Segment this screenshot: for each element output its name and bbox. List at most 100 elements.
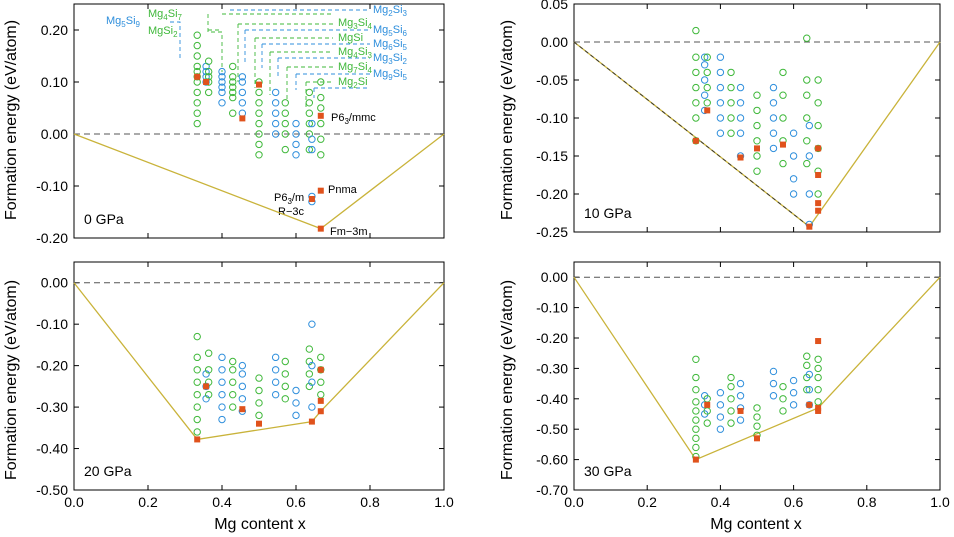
y-tick-label: -0.50 [36, 482, 68, 498]
panel-3: -0.70 -0.60 -0.50 -0.40 -0.30 -0.20 -0.10 0.00 0… [536, 261, 950, 510]
structure-point [692, 416, 700, 424]
structure-point [238, 88, 247, 97]
panel-2: -0.50 -0.40 -0.30 -0.20 -0.10 0.00 0.0 0.2 0.4 0.… [36, 261, 454, 510]
anno-fm3m: Fm−3m [330, 226, 368, 238]
ground-state-point [754, 435, 760, 442]
x-tick-label: 0.6 [784, 494, 804, 510]
ground-state-point [815, 407, 822, 414]
anno-pnma: Pnma [328, 184, 358, 196]
structure-point [271, 378, 280, 386]
structure-point [308, 403, 316, 411]
legend-green-mg3si4: Mg3Si4 [338, 17, 373, 31]
ground-state-point [239, 406, 246, 413]
structure-point [803, 91, 811, 99]
structure-point [814, 373, 822, 382]
y-tick-label: -0.15 [536, 148, 568, 164]
structure-point [193, 73, 201, 81]
structure-point [814, 76, 822, 84]
structure-point [736, 129, 745, 137]
structure-point [805, 121, 814, 130]
annotations-0gpa: P63/mmc Pnma P63/m R−3c Fm−3m [274, 112, 376, 238]
structure-point [255, 130, 263, 138]
legend-blue-mg5si9: Mg5Si9 [106, 15, 141, 29]
structure-point [308, 135, 316, 143]
structure-point [814, 364, 822, 373]
structure-point [281, 370, 289, 378]
structure-point [789, 175, 798, 183]
structure-point [292, 386, 300, 395]
legend-green-mg4si3: Mg4Si3 [338, 46, 373, 60]
x-axis-title-right: Mg content x [710, 516, 802, 533]
anno-r3c: R−3c [278, 206, 304, 218]
panel-pressure-label: 0 GPa [84, 211, 124, 227]
structure-point [317, 151, 325, 159]
structure-point [769, 379, 778, 388]
x-axis-title-left: Mg content x [214, 516, 306, 533]
structure-point [238, 382, 247, 391]
structure-point [703, 83, 711, 92]
panel-pressure-label: 20 GPa [84, 463, 132, 479]
structure-point [736, 379, 745, 388]
structure-point [716, 425, 725, 433]
anno-p63m: P63/m [274, 192, 304, 206]
panel-0: -0.20 -0.10 0.00 0.10 0.20 0 GPa [36, 3, 445, 246]
structure-point [692, 407, 700, 415]
structure-point [703, 419, 711, 427]
convex-hull-line [573, 41, 941, 228]
structure-point [271, 88, 280, 97]
y-tick-label: -0.20 [36, 230, 68, 246]
structure-point [753, 106, 761, 115]
structure-point [779, 68, 787, 77]
structure-point [769, 144, 778, 153]
y-tick-label: -0.05 [536, 72, 568, 88]
structure-point [255, 386, 263, 395]
structure-point [308, 119, 316, 128]
structure-point [692, 114, 700, 122]
structure-point [218, 99, 226, 107]
structure-point [753, 121, 761, 130]
structure-point [753, 413, 761, 421]
structure-point [769, 392, 778, 400]
structure-point [218, 366, 226, 374]
structure-point [271, 353, 280, 362]
structure-point [218, 73, 226, 81]
structure-point [803, 159, 811, 168]
y-axis-title-top-left: Formation energy (eV/atom) [3, 20, 20, 220]
structure-point [317, 353, 325, 362]
structure-point [716, 413, 725, 421]
legend-blue-mg3si2: Mg3Si2 [373, 52, 408, 66]
structure-point [193, 378, 201, 386]
structure-point [736, 416, 745, 424]
y-tick-label: -0.25 [536, 224, 568, 240]
x-tick-label: 0.0 [564, 494, 584, 510]
legend-green-mg7si4: Mg7Si4 [338, 61, 373, 75]
structure-point [255, 140, 263, 149]
structure-point [271, 130, 280, 138]
structure-point [238, 73, 247, 81]
structure-point [753, 422, 761, 430]
y-tick-label: -0.40 [536, 391, 568, 407]
y-axis-title-bottom-right: Formation energy (eV/atom) [499, 280, 516, 480]
panel-pressure-label: 10 GPa [584, 205, 632, 221]
ground-state-point [815, 207, 822, 214]
ground-state-point [737, 154, 744, 161]
convex-hull-line [73, 282, 445, 441]
structure-point [255, 151, 263, 159]
structure-point [305, 370, 314, 378]
structure-point [727, 114, 735, 122]
ground-state-point [815, 172, 822, 178]
ground-state-point [692, 137, 699, 144]
structure-point [716, 99, 725, 107]
y-axis-title-bottom-left: Formation energy (eV/atom) [3, 280, 20, 480]
structure-point [727, 407, 735, 415]
structure-point [204, 57, 213, 65]
structure-point [229, 78, 237, 86]
structure-point [305, 345, 314, 353]
structure-point [692, 355, 700, 363]
structure-point [803, 352, 811, 360]
x-tick-label: 0.4 [212, 494, 232, 510]
panel-pressure-label: 30 GPa [584, 463, 632, 479]
y-tick-label: 0.00 [541, 34, 568, 50]
legend-blue-mg2si3: Mg2Si3 [373, 4, 408, 18]
structure-point [805, 385, 814, 394]
